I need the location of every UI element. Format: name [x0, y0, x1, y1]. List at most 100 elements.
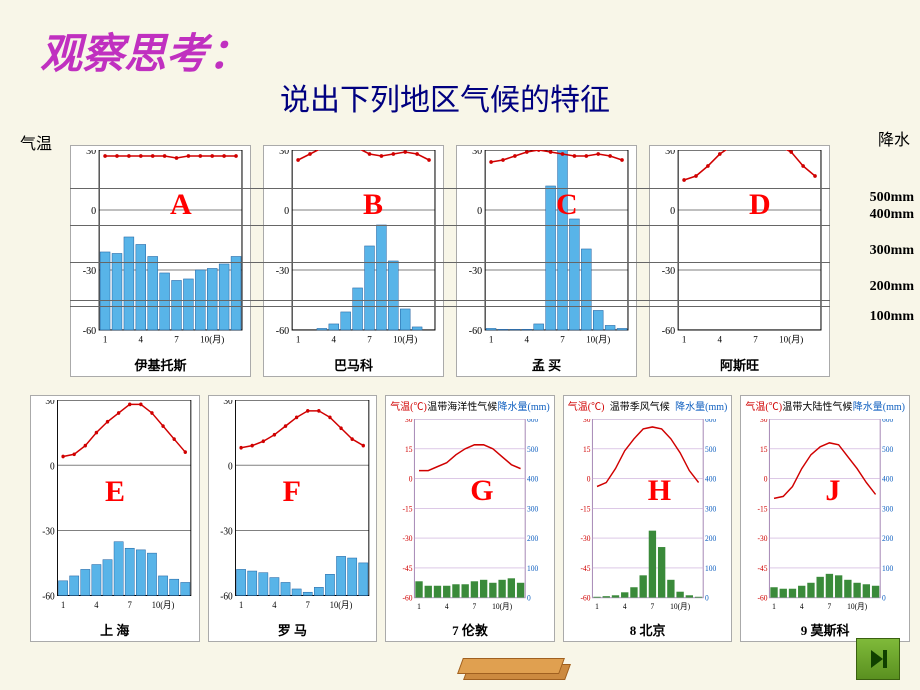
panel-letter: C — [556, 188, 578, 222]
next-icon — [865, 646, 891, 672]
label-temperature: 气温 — [20, 130, 52, 154]
svg-text:30: 30 — [45, 400, 54, 407]
svg-text:-15: -15 — [403, 504, 413, 513]
panel-caption: 巴马科 — [264, 353, 443, 376]
svg-text:4: 4 — [718, 335, 723, 345]
svg-text:100: 100 — [527, 564, 538, 573]
panel-caption: 7 伦敦 — [386, 618, 554, 641]
svg-text:30: 30 — [279, 150, 289, 157]
svg-text:0: 0 — [527, 593, 531, 602]
climate-panel: 300-30-6014710(月)E上 海 — [30, 395, 200, 642]
svg-text:1: 1 — [417, 602, 421, 611]
panel-letter: F — [283, 475, 301, 509]
svg-text:-60: -60 — [662, 326, 675, 337]
page-title: 观察思考： — [40, 20, 250, 81]
svg-text:200: 200 — [705, 534, 716, 543]
svg-text:10(月): 10(月) — [847, 602, 867, 611]
svg-text:300: 300 — [882, 504, 893, 513]
svg-text:1: 1 — [61, 599, 65, 609]
svg-text:10(月): 10(月) — [200, 334, 224, 345]
svg-text:200: 200 — [527, 534, 538, 543]
svg-text:7: 7 — [753, 335, 758, 345]
svg-text:100: 100 — [705, 564, 716, 573]
svg-text:30: 30 — [405, 419, 413, 424]
panel-caption: 阿斯旺 — [650, 353, 829, 376]
svg-text:-15: -15 — [580, 504, 590, 513]
chart-row-1: 300-30-6014710(月)A伊基托斯300-30-6014710(月)B… — [70, 145, 830, 377]
svg-text:30: 30 — [583, 419, 591, 424]
svg-text:1: 1 — [239, 599, 243, 609]
svg-text:-15: -15 — [758, 504, 768, 513]
svg-text:10(月): 10(月) — [586, 334, 610, 345]
svg-text:300: 300 — [527, 504, 538, 513]
panel-letter: D — [749, 188, 771, 222]
svg-text:10(月): 10(月) — [670, 602, 690, 611]
svg-text:7: 7 — [367, 335, 372, 345]
svg-text:-30: -30 — [220, 526, 233, 537]
panel-letter: J — [825, 474, 840, 508]
svg-text:-30: -30 — [580, 534, 590, 543]
next-button[interactable] — [856, 638, 900, 680]
svg-text:15: 15 — [583, 445, 591, 454]
svg-text:-30: -30 — [42, 526, 55, 537]
svg-text:15: 15 — [405, 445, 413, 454]
svg-text:30: 30 — [223, 400, 232, 407]
svg-text:600: 600 — [705, 419, 716, 424]
svg-text:300: 300 — [705, 504, 716, 513]
panel-caption: 伊基托斯 — [71, 353, 250, 376]
climate-panel: 300-30-6014710(月)A伊基托斯 — [70, 145, 251, 377]
scale-label: 400mm — [870, 207, 914, 223]
panel-header: 气温(℃)温带海洋性气候降水量(mm) — [386, 396, 554, 415]
panel-caption: 8 北京 — [564, 618, 732, 641]
svg-text:-60: -60 — [220, 591, 233, 602]
svg-text:0: 0 — [670, 206, 675, 217]
panel-caption: 罗 马 — [209, 618, 377, 641]
svg-text:0: 0 — [764, 474, 768, 483]
svg-text:4: 4 — [94, 599, 99, 609]
svg-text:7: 7 — [174, 335, 179, 345]
svg-text:15: 15 — [760, 445, 768, 454]
panel-letter: G — [470, 474, 493, 508]
svg-text:-45: -45 — [403, 564, 413, 573]
svg-text:200: 200 — [882, 534, 893, 543]
svg-text:4: 4 — [623, 602, 627, 611]
svg-text:100: 100 — [882, 564, 893, 573]
svg-text:7: 7 — [828, 602, 832, 611]
svg-text:600: 600 — [527, 419, 538, 424]
svg-text:10(月): 10(月) — [492, 602, 512, 611]
svg-text:7: 7 — [305, 599, 310, 609]
svg-text:-30: -30 — [469, 266, 482, 277]
climate-panel: 气温(℃)温带季风气候降水量(mm)30150-15-30-45-6060050… — [563, 395, 733, 642]
label-precipitation: 降水 — [878, 126, 910, 150]
svg-text:4: 4 — [139, 335, 144, 345]
page-subtitle: 说出下列地区气候的特征 — [280, 75, 610, 119]
svg-text:-60: -60 — [580, 593, 590, 602]
svg-text:600: 600 — [882, 419, 893, 424]
scale-label: 500mm — [870, 190, 914, 206]
svg-text:-60: -60 — [403, 593, 413, 602]
svg-text:-45: -45 — [758, 564, 768, 573]
climate-panel: 300-30-6014710(月)B巴马科 — [263, 145, 444, 377]
svg-text:4: 4 — [272, 599, 277, 609]
svg-text:4: 4 — [332, 335, 337, 345]
svg-text:400: 400 — [882, 474, 893, 483]
svg-text:500: 500 — [705, 445, 716, 454]
svg-text:-30: -30 — [276, 266, 289, 277]
svg-text:-30: -30 — [83, 266, 96, 277]
svg-text:-60: -60 — [469, 326, 482, 337]
svg-text:4: 4 — [525, 335, 530, 345]
svg-text:-30: -30 — [758, 534, 768, 543]
svg-text:30: 30 — [665, 150, 675, 157]
climate-panel: 气温(℃)温带大陆性气候降水量(mm)30150-15-30-45-606005… — [740, 395, 910, 642]
svg-text:400: 400 — [705, 474, 716, 483]
climate-panel: 300-30-6014710(月)D阿斯旺 — [649, 145, 830, 377]
svg-text:0: 0 — [228, 461, 233, 472]
svg-text:4: 4 — [445, 602, 449, 611]
svg-text:1: 1 — [489, 335, 494, 345]
decoration — [460, 658, 570, 682]
svg-text:0: 0 — [284, 206, 289, 217]
svg-text:10(月): 10(月) — [779, 334, 803, 345]
svg-text:1: 1 — [595, 602, 599, 611]
svg-text:1: 1 — [103, 335, 108, 345]
svg-text:30: 30 — [86, 150, 96, 157]
